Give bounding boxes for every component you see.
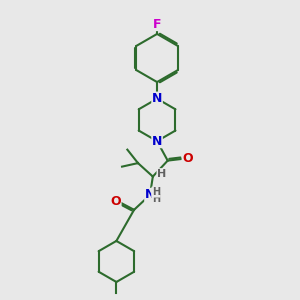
- Text: H: H: [152, 187, 160, 197]
- Text: N: N: [152, 135, 162, 148]
- Text: O: O: [182, 152, 193, 165]
- Text: F: F: [153, 17, 161, 31]
- Text: N: N: [152, 92, 162, 105]
- Text: H: H: [157, 169, 166, 179]
- Text: H: H: [152, 194, 160, 204]
- Text: O: O: [110, 195, 121, 208]
- Text: N: N: [145, 188, 155, 201]
